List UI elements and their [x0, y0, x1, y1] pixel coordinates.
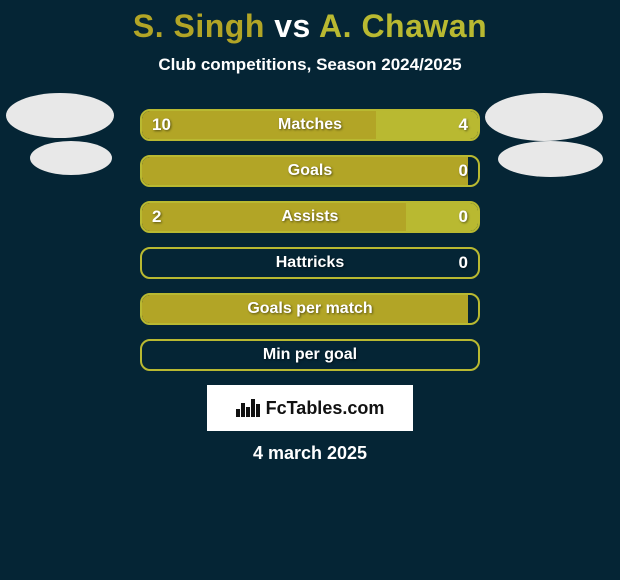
comparison-card: S. Singh vs A. Chawan Club competitions,… [0, 0, 620, 464]
stat-row: Hattricks0 [0, 247, 620, 279]
bar-track: Goals0 [140, 155, 480, 187]
bar-chart-icon [236, 399, 260, 417]
bar-track: Goals per match [140, 293, 480, 325]
vs-label: vs [274, 8, 311, 44]
bar-track: Matches104 [140, 109, 480, 141]
subtitle: Club competitions, Season 2024/2025 [0, 55, 620, 75]
stat-row: Assists20 [0, 201, 620, 233]
player1-name: S. Singh [133, 8, 265, 44]
logo-box: FcTables.com [207, 385, 413, 431]
bar-left [142, 157, 468, 185]
bar-right [468, 295, 478, 323]
bar-track: Assists20 [140, 201, 480, 233]
bar-right [376, 111, 478, 139]
stat-label: Hattricks [142, 254, 478, 272]
stat-row: Min per goal [0, 339, 620, 371]
stat-label: Min per goal [142, 346, 478, 364]
bar-left [142, 111, 376, 139]
bar-left [142, 203, 406, 231]
stat-row: Goals per match [0, 293, 620, 325]
bar-left [142, 295, 468, 323]
stat-row: Matches104 [0, 109, 620, 141]
comparison-rows: Matches104 Goals0 Assists20 Hattricks0 Goals… [0, 109, 620, 371]
logo-text: FcTables.com [266, 398, 385, 419]
date: 4 march 2025 [0, 443, 620, 464]
page-title: S. Singh vs A. Chawan [0, 8, 620, 45]
bar-right [406, 203, 478, 231]
stat-row: Goals0 [0, 155, 620, 187]
bar-track: Hattricks0 [140, 247, 480, 279]
bar-track: Min per goal [140, 339, 480, 371]
value-right: 0 [459, 253, 468, 273]
bar-right [468, 157, 478, 185]
player2-name: A. Chawan [319, 8, 487, 44]
